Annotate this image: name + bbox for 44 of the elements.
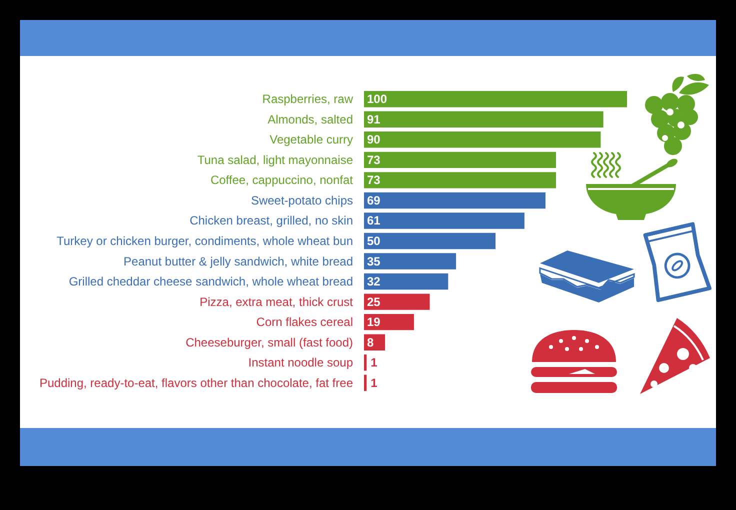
y-tick-label: Almonds, salted [268,112,353,126]
bar [364,192,546,209]
bar [364,273,448,290]
y-tick-label: Cheeseburger, small (fast food) [186,335,353,350]
y-tick-label: Grilled cheddar cheese sandwich, whole wheat bread [68,274,353,289]
y-tick-label: Peanut butter & jelly sandwich, white bread [124,254,353,268]
data-label: 69 [367,193,381,208]
bar [364,354,367,371]
bar [364,253,456,270]
data-label: 1 [370,356,378,370]
data-label: 73 [367,173,381,188]
y-tick-label: Sweet-potato chips [250,193,353,208]
bar [364,314,414,330]
data-label: 25 [367,294,381,309]
bar [364,294,430,310]
bar [364,172,556,188]
y-tick-label: Pudding, ready-to-eat, flavors other than chocolate, fat free [39,376,354,390]
bar [364,212,524,229]
data-label: 19 [367,315,381,330]
bar [364,91,627,108]
data-label: 8 [367,335,374,350]
bar [364,232,496,250]
data-label: 100 [367,92,388,106]
bar [364,152,556,168]
y-tick-label: Turkey or chicken burger, condiments, whole wheat bun [56,234,353,248]
data-label: 61 [367,214,381,228]
y-tick-label: Instant noodle soup [248,356,354,370]
data-label: 90 [367,132,381,147]
data-label: 91 [367,112,381,126]
bar [364,111,604,128]
y-tick-label: Tuna salad, light mayonnaise [197,152,354,167]
data-label: 35 [367,254,381,268]
data-label: 73 [367,152,381,167]
y-tick-label: Vegetable curry [270,132,353,147]
data-label: 32 [367,274,381,289]
bar [364,374,367,391]
y-tick-label: Pizza, extra meat, thick crust [200,294,354,309]
y-tick-label: Chicken breast, grilled, no skin [190,214,353,228]
data-label: 1 [370,376,378,390]
y-tick-label: Coffee, cappuccino, nonfat [210,173,354,188]
y-tick-label: Raspberries, raw [262,92,354,106]
y-tick-label: Corn flakes cereal [256,315,353,330]
data-label: 50 [367,234,381,248]
bar [364,132,601,148]
